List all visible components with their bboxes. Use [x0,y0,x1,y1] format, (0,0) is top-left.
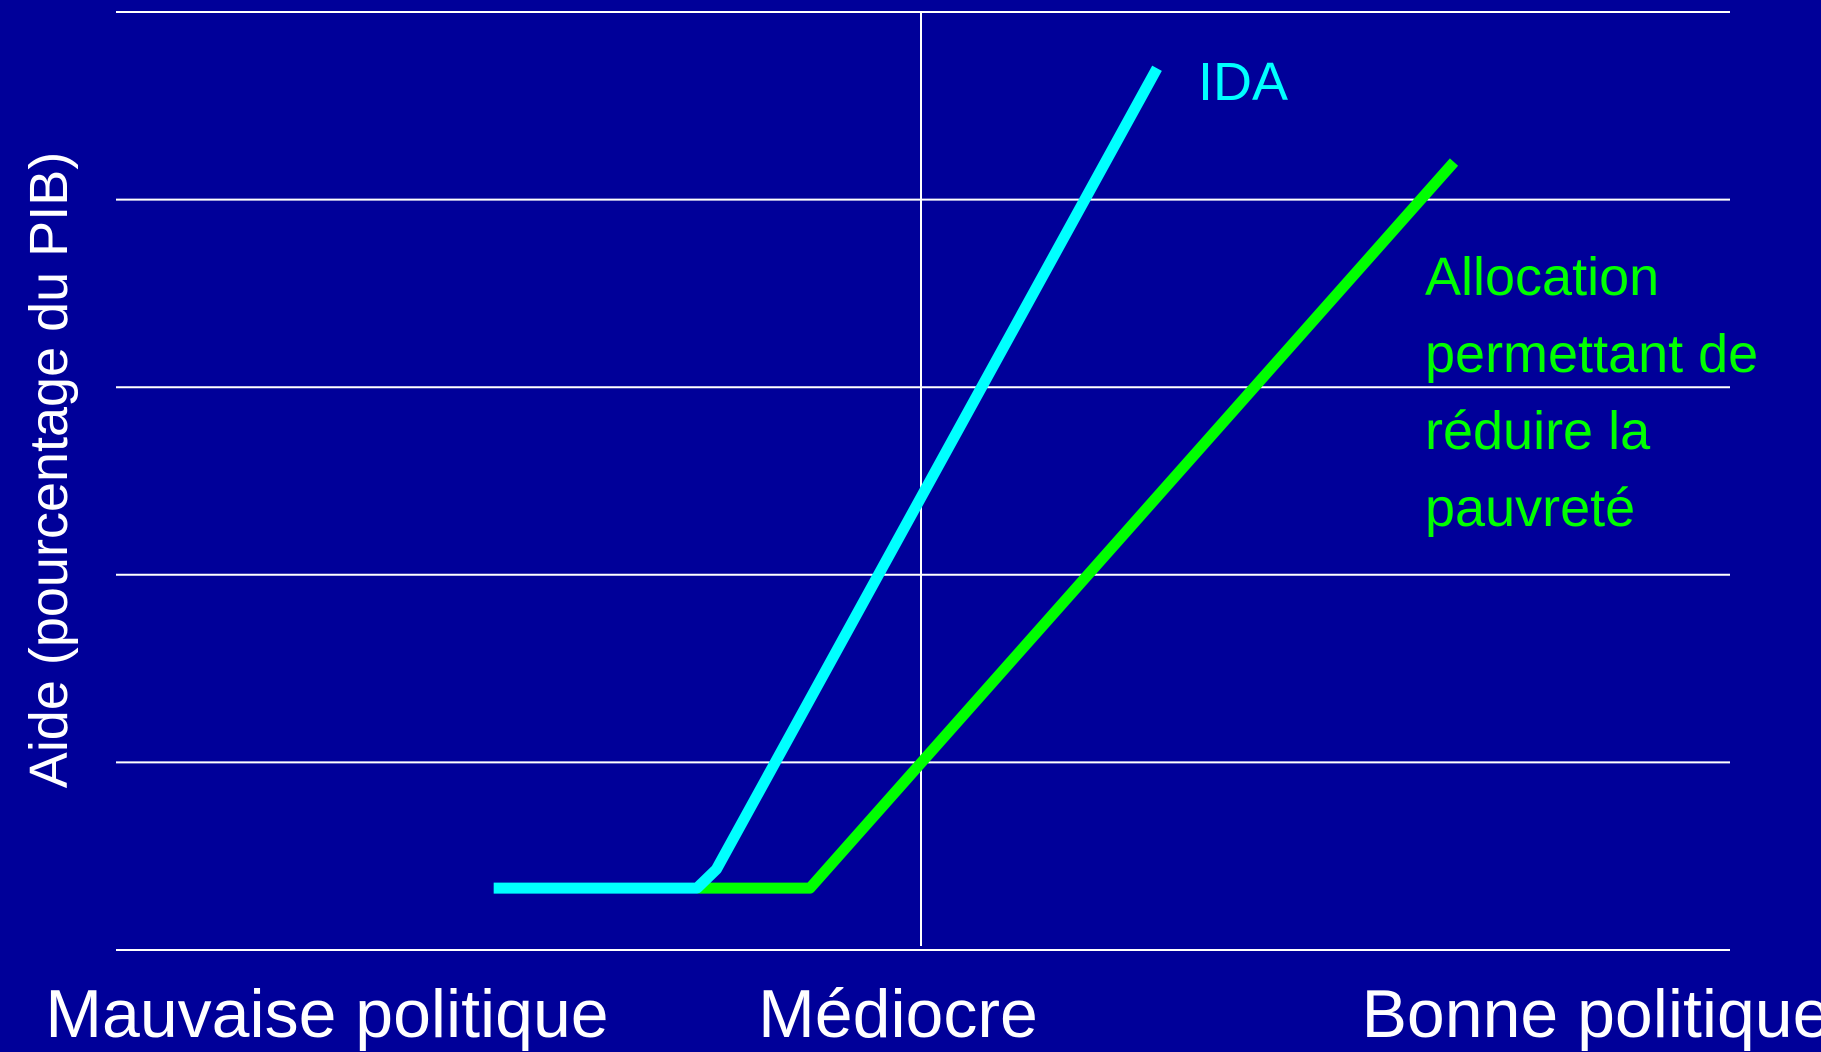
gridlines [116,11,1730,951]
series-label-line: réduire la [1425,401,1651,461]
series-label-poverty: Allocation permettant de réduire la pauv… [1425,247,1773,538]
y-axis-label: Aide (pourcentage du PIB) [19,152,79,788]
series-lines [493,65,1459,894]
series-label-ida: IDA [1198,52,1288,112]
series-line-ida [493,65,1162,894]
series-label-line: pauvreté [1425,478,1635,538]
series-label-line: permettant de [1425,324,1758,384]
series-label-line: Allocation [1425,247,1659,307]
x-tick-label-bad: Mauvaise politique [45,976,608,1052]
x-tick-label-mediocre: Médiocre [758,976,1038,1052]
series-line-poverty-allocation [697,158,1459,894]
x-tick-label-good: Bonne politique [1362,976,1821,1052]
